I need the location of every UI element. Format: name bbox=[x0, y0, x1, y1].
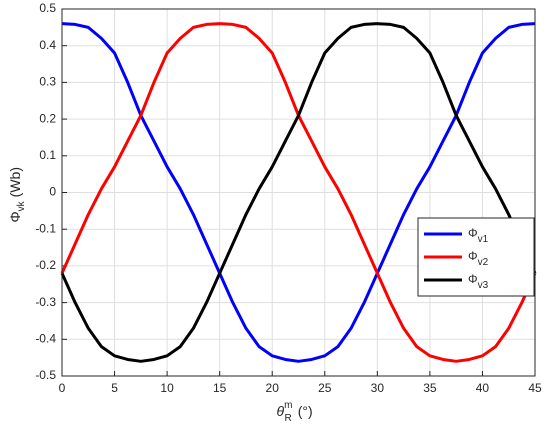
y-tick-label: -0.3 bbox=[35, 295, 56, 309]
x-tick-label: 5 bbox=[111, 381, 118, 395]
text-part: (Wb) bbox=[7, 167, 23, 197]
y-tick-label: -0.2 bbox=[35, 258, 56, 272]
x-tick-label: 20 bbox=[266, 381, 280, 395]
legend-label: Φv3 bbox=[468, 272, 489, 290]
y-tick-label: 0.5 bbox=[39, 1, 56, 15]
text-part: vk bbox=[16, 200, 27, 211]
y-tick-label: -0.1 bbox=[35, 221, 56, 235]
x-tick-label: 35 bbox=[423, 381, 437, 395]
x-tick-label: 45 bbox=[528, 381, 542, 395]
y-tick-label: -0.5 bbox=[35, 368, 56, 382]
x-axis-label: θm R (°) bbox=[277, 400, 313, 424]
x-tick-label: 25 bbox=[318, 381, 332, 395]
y-tick-label: 0.1 bbox=[39, 148, 56, 162]
y-axis-label: Φvk (Wb) bbox=[7, 167, 27, 223]
line bbox=[60, 22, 537, 363]
x-tick-label: 30 bbox=[371, 381, 385, 395]
y-tick-label: -0.4 bbox=[35, 331, 56, 345]
y-tick-label: 0.3 bbox=[39, 75, 56, 89]
text-part: R bbox=[284, 413, 291, 424]
x-tick-label: 10 bbox=[160, 381, 174, 395]
text-part: θ bbox=[277, 403, 285, 419]
text-part: m bbox=[284, 400, 292, 411]
x-tick-label: 15 bbox=[213, 381, 227, 395]
x-tick-label: 0 bbox=[59, 381, 66, 395]
text-part: (°) bbox=[298, 403, 313, 419]
text-part: Φ bbox=[7, 211, 23, 222]
legend-label: Φv1 bbox=[468, 226, 489, 244]
y-tick-label: 0.2 bbox=[39, 111, 56, 125]
y-tick-label: 0 bbox=[49, 185, 56, 199]
y-tick-label: 0.4 bbox=[39, 38, 56, 52]
axes-box bbox=[61, 8, 536, 377]
legend-label: Φv2 bbox=[468, 249, 489, 267]
x-tick-label: 40 bbox=[476, 381, 490, 395]
